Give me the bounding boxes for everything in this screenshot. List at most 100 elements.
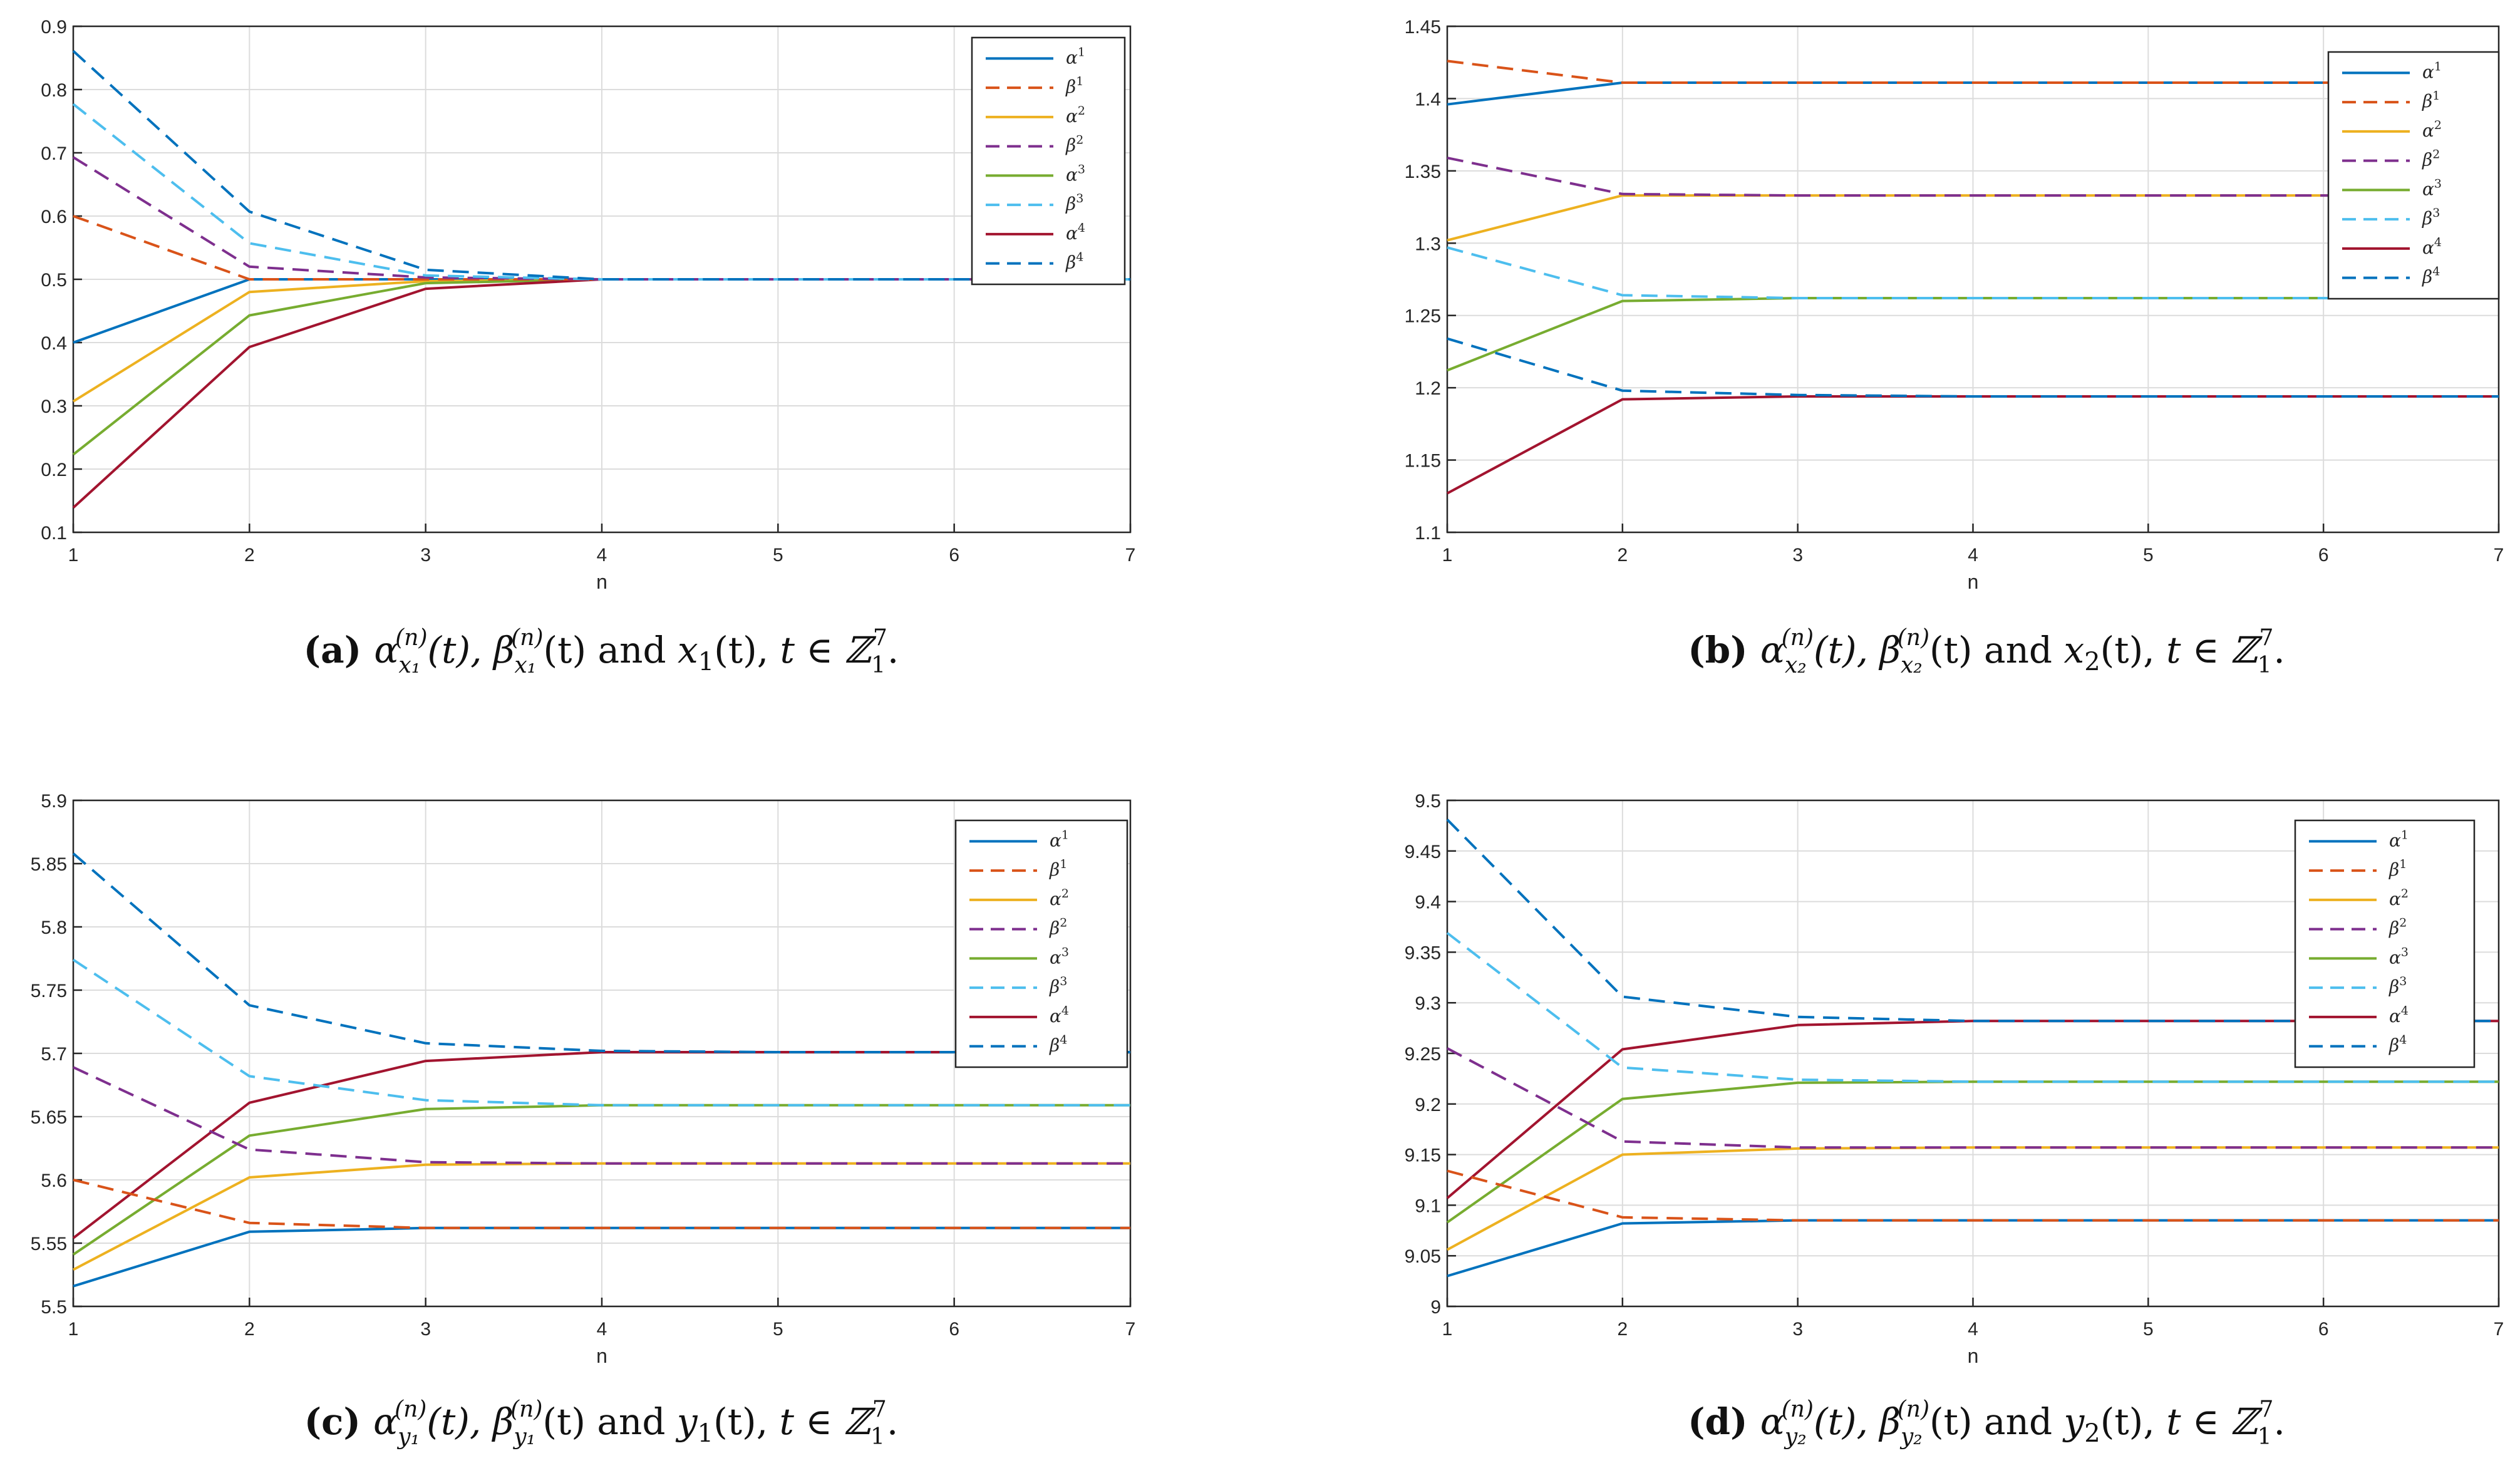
- x-tick-label: 1: [68, 1319, 79, 1340]
- y-tick-label: 9.25: [1405, 1044, 1441, 1065]
- series-line-β1: [73, 1179, 1130, 1229]
- legend-label: β4: [2422, 265, 2440, 287]
- series-line-β4: [72, 852, 1130, 1053]
- x-axis-label: n: [1968, 1345, 1979, 1367]
- series-line-α2: [1447, 1146, 2499, 1251]
- y-tick-label: 0.7: [41, 143, 67, 164]
- legend-label: α1: [2389, 828, 2409, 850]
- x-axis-label: n: [596, 1345, 607, 1367]
- legend-label: β2: [2422, 148, 2440, 170]
- legend-label: α2: [1066, 104, 1085, 127]
- legend-label: α4: [2389, 1004, 2409, 1026]
- x-tick-label: 7: [1125, 545, 1136, 566]
- y-tick-label: 9.35: [1405, 943, 1441, 963]
- x-tick-label: 4: [1968, 1319, 1978, 1340]
- legend-label: α3: [2389, 945, 2409, 968]
- legend-label: α1: [2422, 59, 2442, 82]
- y-tick-label: 9.45: [1405, 842, 1441, 862]
- y-tick-label: 1.35: [1405, 162, 1441, 182]
- chart-panel-c: 1 2 3 4 5 6 7 5.5 5.55 5.6 5.65 5.7 5.75 5.8 5.85 5.9 n α…: [31, 791, 1136, 1450]
- y-tick-label: 1.45: [1405, 17, 1441, 38]
- legend: α1 β1 α2 β2 α3 β3 α4 β4: [954, 819, 1128, 1068]
- y-tick-label: 5.75: [31, 981, 67, 1001]
- legend-label: β3: [1065, 192, 1083, 214]
- legend-label: α4: [1066, 221, 1085, 244]
- legend-label: α2: [2422, 118, 2442, 141]
- y-tick-label: 9.1: [1415, 1196, 1441, 1216]
- x-tick-label: 2: [1617, 1319, 1628, 1340]
- legend-label: β4: [1065, 251, 1083, 273]
- legend: α1 β1 α2 β2 α3 β3 α4 β4: [2294, 819, 2476, 1068]
- legend-box: [954, 819, 1128, 1068]
- x-tick-label: 1: [1442, 1319, 1453, 1340]
- y-tick-label: 5.6: [41, 1171, 67, 1191]
- x-tick-label: 2: [244, 545, 255, 566]
- chart-panel-d: 1 2 3 4 5 6 7 9 9.05 9.1 9.15 9.2 9.25 9.3 9.35 9.4 9.45…: [1405, 791, 2504, 1450]
- legend-label: α2: [1050, 887, 1069, 909]
- y-tick-label: 9.4: [1415, 892, 1441, 913]
- y-tick-label: 0.8: [41, 80, 67, 101]
- x-tick-label: 7: [1125, 1319, 1136, 1340]
- x-axis-label: n: [1968, 571, 1979, 593]
- legend-label: α1: [1050, 828, 1069, 850]
- series-line-β1: [1447, 59, 2499, 84]
- series-line-β3: [72, 958, 1130, 1107]
- x-tick-label: 6: [2318, 1319, 2329, 1340]
- x-tick-label: 4: [597, 1319, 607, 1340]
- series-line-β4: [1447, 337, 2499, 398]
- y-tick-label: 0.1: [41, 523, 67, 544]
- y-tick-label: 5.8: [41, 917, 67, 938]
- y-tick-label: 5.85: [31, 854, 67, 875]
- x-tick-label: 5: [2143, 1319, 2154, 1340]
- legend-label: β3: [1049, 974, 1067, 997]
- series-line-β1: [1447, 1169, 2499, 1222]
- legend-label: β1: [2422, 89, 2440, 111]
- x-tick-label: 5: [773, 1319, 783, 1340]
- x-tick-label: 1: [68, 545, 79, 566]
- x-axis-label: n: [596, 571, 607, 593]
- x-tick-label: 3: [1792, 1319, 1803, 1340]
- legend-label: β1: [2388, 857, 2407, 880]
- x-tick-label: 6: [2318, 545, 2329, 566]
- series-line-β2: [1447, 157, 2499, 197]
- legend-label: β4: [1049, 1033, 1067, 1056]
- y-tick-label: 0.3: [41, 396, 67, 417]
- x-tick-label: 3: [420, 545, 431, 566]
- y-tick-label: 1.4: [1415, 89, 1441, 110]
- legend-box: [971, 36, 1126, 286]
- legend-label: β2: [2388, 916, 2407, 939]
- legend: α1 β1 α2 β2 α3 β3 α4 β4: [2327, 51, 2500, 300]
- y-tick-label: 5.9: [41, 791, 67, 812]
- y-tick-label: 1.15: [1405, 451, 1441, 472]
- legend: α1 β1 α2 β2 α3 β3 α4 β4: [971, 36, 1126, 286]
- y-tick-label: 1.1: [1415, 523, 1441, 544]
- legend-label: α2: [2389, 887, 2409, 909]
- x-tick-label: 6: [949, 545, 959, 566]
- y-tick-label: 1.25: [1405, 306, 1441, 327]
- x-tick-label: 1: [1442, 545, 1453, 566]
- x-tick-label: 4: [597, 545, 607, 566]
- y-tick-label: 0.2: [41, 460, 67, 480]
- y-tick-label: 5.65: [31, 1107, 67, 1128]
- legend-label: β2: [1049, 916, 1067, 939]
- legend-label: α1: [1066, 45, 1085, 68]
- legend-label: β2: [1065, 133, 1083, 156]
- x-tick-label: 2: [1617, 545, 1628, 566]
- x-tick-label: 5: [773, 545, 783, 566]
- x-tick-label: 6: [949, 1319, 959, 1340]
- panel-caption: (d) αy₂(n)(t), βy₂(n)(t) and y2(t), t ∈ …: [1688, 1397, 2285, 1450]
- y-tick-label: 0.5: [41, 270, 67, 291]
- x-tick-label: 5: [2143, 545, 2154, 566]
- y-tick-label: 5.55: [31, 1234, 67, 1254]
- legend-label: β3: [2388, 974, 2407, 997]
- series-line-β3: [1447, 246, 2499, 299]
- y-tick-label: 5.7: [41, 1044, 67, 1065]
- panel-caption: (a) αx₁(n)(t), βx₁(n)(t) and x1(t), t ∈ …: [304, 625, 899, 678]
- legend-label: β4: [2388, 1033, 2407, 1056]
- series-line-α3: [1446, 1080, 2499, 1224]
- panel-caption: (c) αy₁(n)(t), βy₁(n)(t) and y1(t), t ∈ …: [304, 1397, 899, 1450]
- legend-label: α3: [1050, 945, 1069, 968]
- legend-label: α3: [1066, 162, 1085, 185]
- series-line-α2: [73, 1162, 1130, 1271]
